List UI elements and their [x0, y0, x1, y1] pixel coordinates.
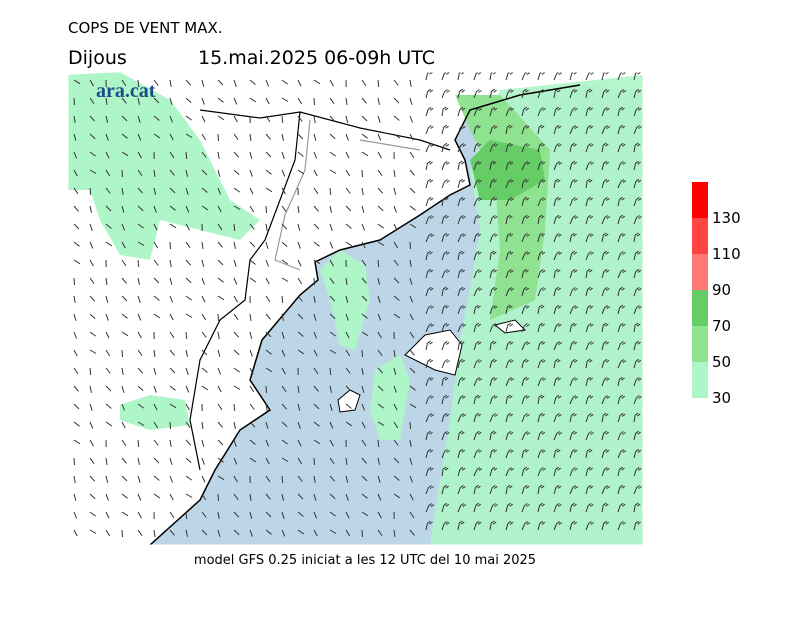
- wind-barb: [218, 314, 219, 321]
- day: Dijous: [68, 47, 127, 69]
- colorbar-label: 70: [712, 317, 731, 335]
- wind-barb: [122, 170, 123, 177]
- wind-barb: [314, 458, 315, 465]
- wind-barb: [330, 188, 331, 195]
- wind-barb: [362, 530, 363, 537]
- colorbar-band: [692, 182, 708, 218]
- wind-barb: [314, 98, 315, 105]
- colorbar-label: 130: [712, 209, 741, 227]
- period: 15.mai.2025 06-09h UTC: [198, 47, 435, 69]
- wind-barb: [122, 350, 123, 357]
- wind-barb: [234, 224, 235, 231]
- wind-barb: [186, 332, 187, 339]
- map: [68, 71, 643, 545]
- footer: model GFS 0.25 iniciat a les 12 UTC del …: [194, 553, 536, 568]
- wind-barb: [314, 278, 315, 285]
- wind-barb: [378, 440, 379, 447]
- wind-barb: [266, 206, 267, 213]
- wind-barb: [122, 530, 123, 537]
- colorbar-band: [692, 326, 708, 362]
- wind-barb: [378, 260, 379, 267]
- wind-barb: [362, 170, 363, 177]
- colorbar-band: [692, 218, 708, 254]
- colorbar-label: 110: [712, 245, 741, 263]
- wind-barb: [90, 188, 91, 195]
- wind-barb: [410, 422, 411, 429]
- wind-barb: [218, 134, 219, 141]
- wind-barb: [90, 368, 91, 375]
- colorbar-band: [692, 290, 708, 326]
- title: COPS DE VENT MAX.: [68, 19, 223, 37]
- logo: ara.cat: [96, 80, 156, 102]
- wind-barb: [186, 512, 187, 519]
- wind-barb: [186, 152, 187, 159]
- wind-barb: [282, 296, 283, 303]
- wind-barb: [218, 494, 219, 501]
- wind-barb: [378, 80, 379, 87]
- wind-barb: [266, 386, 267, 393]
- wind-barb: [74, 278, 75, 285]
- wind-barb: [74, 98, 75, 105]
- wind-barb: [138, 440, 139, 447]
- wind-barb: [330, 368, 331, 375]
- wind-barb: [74, 458, 75, 465]
- wind-barb: [282, 116, 283, 123]
- wind-barb: [170, 422, 171, 429]
- wind-barb: [410, 242, 411, 249]
- wind-barb: [234, 404, 235, 411]
- colorbar: 30 50 70 90 110 130: [692, 182, 741, 407]
- colorbar-label: 90: [712, 281, 731, 299]
- colorbar-label: 30: [712, 389, 731, 407]
- colorbar-band: [692, 254, 708, 290]
- colorbar-label: 50: [712, 353, 731, 371]
- wind-barb: [138, 260, 139, 267]
- wind-barb: [282, 476, 283, 483]
- wind-barb: [170, 242, 171, 249]
- colorbar-band: [692, 362, 708, 398]
- wind-barb: [362, 350, 363, 357]
